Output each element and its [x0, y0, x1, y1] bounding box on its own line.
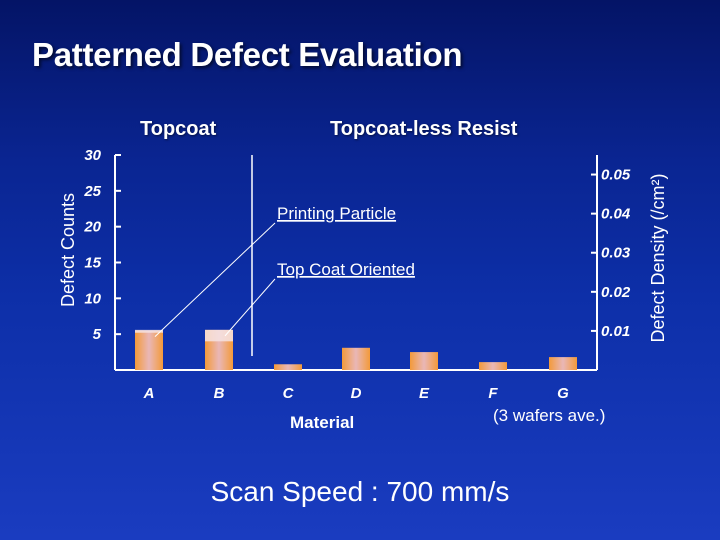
y-tick-label-right: 0.03 — [601, 245, 631, 262]
category-label-e: E — [419, 385, 430, 402]
annotation-top-coat-oriented: Top Coat Oriented — [277, 260, 415, 279]
highlight-a — [135, 329, 163, 333]
x-axis-title: Material — [290, 413, 354, 432]
y-tick-label-right: 0.02 — [601, 284, 631, 301]
category-label-g: G — [557, 385, 569, 402]
bar-a — [135, 330, 163, 370]
y-tick-label-left: 25 — [83, 183, 101, 200]
y-tick-label-left: 20 — [83, 219, 101, 236]
y-tick-label-right: 0.05 — [601, 167, 631, 184]
annotation-leader-line — [154, 222, 276, 337]
highlight-b — [205, 329, 233, 342]
slide-title: Patterned Defect Evaluation — [32, 36, 463, 73]
y-axis-title-left: Defect Counts — [58, 193, 78, 307]
bar-g — [549, 357, 577, 370]
category-label-d: D — [351, 385, 362, 402]
annotation-leader-line — [224, 278, 276, 337]
bar-f — [479, 362, 507, 370]
group-label-topcoat: Topcoat — [140, 118, 217, 140]
y-tick-label-right: 0.04 — [601, 206, 631, 223]
annotation-printing-particle: Printing Particle — [277, 204, 396, 223]
category-label-b: B — [214, 385, 225, 402]
bar-c — [274, 364, 302, 370]
bar-e — [410, 352, 438, 370]
category-label-a: A — [143, 385, 155, 402]
bar-d — [342, 347, 370, 370]
note-wafers-average: (3 wafers ave.) — [493, 406, 606, 425]
y-axis-title-right: Defect Density (/cm²) — [648, 173, 668, 342]
category-label-c: C — [283, 385, 295, 402]
y-tick-label-left: 30 — [84, 147, 101, 164]
y-tick-label-left: 15 — [84, 255, 101, 272]
scan-speed-footer: Scan Speed : 700 mm/s — [210, 476, 510, 507]
y-tick-label-right: 0.01 — [601, 323, 630, 340]
y-tick-label-left: 10 — [84, 290, 101, 307]
category-label-f: F — [488, 385, 498, 402]
group-label-topcoat-less: Topcoat-less Resist — [330, 118, 518, 140]
y-tick-label-left: 5 — [93, 326, 102, 343]
